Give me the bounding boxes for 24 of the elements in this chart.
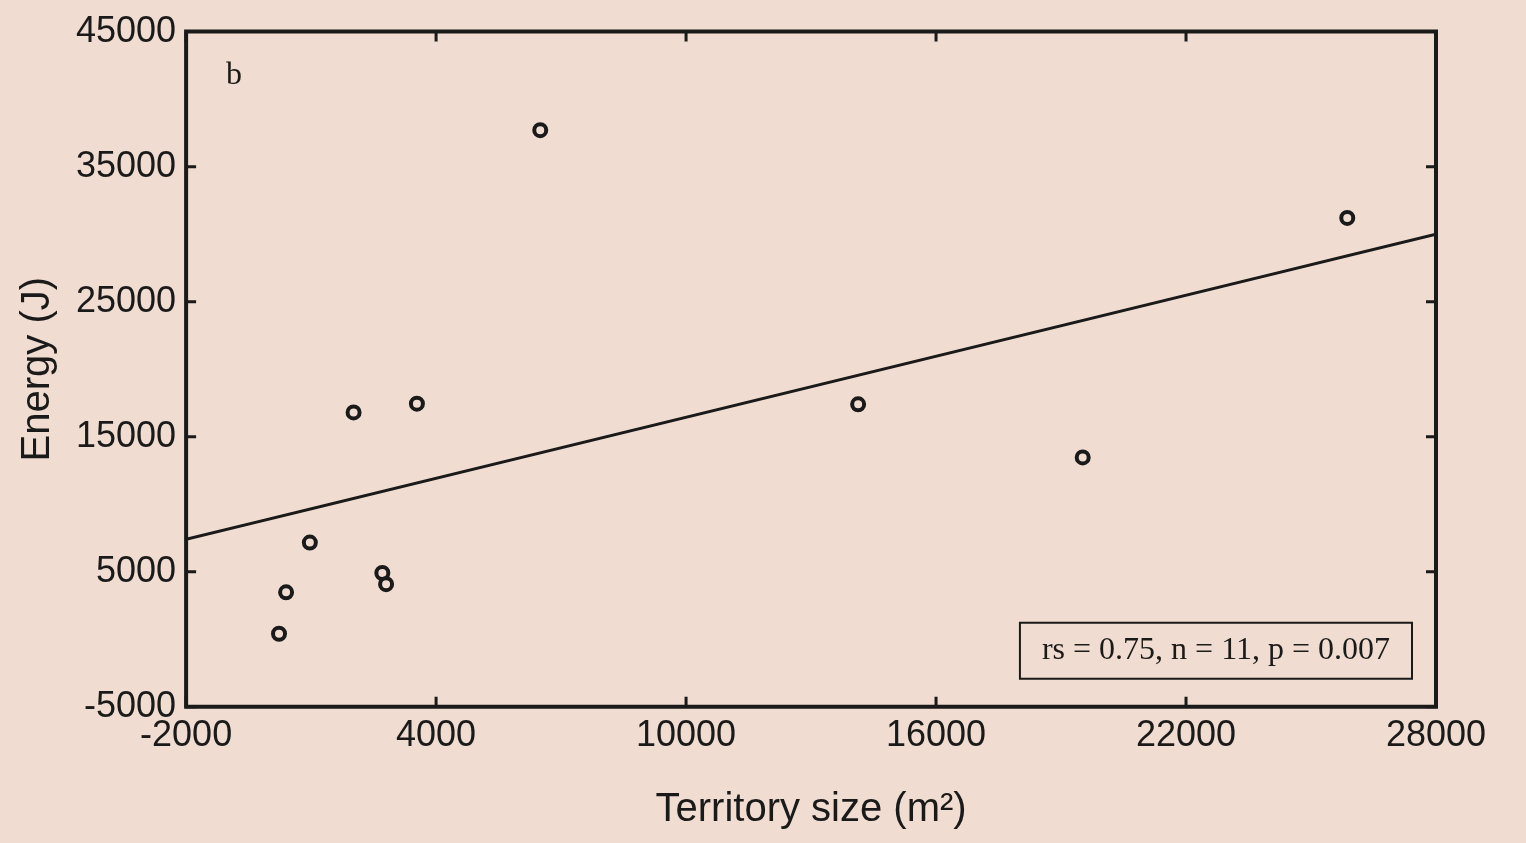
point — [532, 122, 549, 139]
point — [1339, 209, 1356, 226]
x-tick-label: 4000 — [396, 713, 477, 755]
annotation: rs = 0.75, n = 11, p = 0.007 — [1041, 630, 1390, 667]
y-tick-label: 35000 — [76, 143, 177, 185]
y-tick-label: 45000 — [76, 8, 177, 50]
annotation: b — [226, 55, 243, 92]
point — [1074, 449, 1091, 466]
x-tick-label: 10000 — [636, 713, 737, 755]
y-axis-title: Energy (J) — [13, 276, 58, 462]
y-tick-label: 5000 — [96, 548, 177, 590]
point — [850, 396, 867, 413]
point — [271, 625, 288, 642]
x-tick-label: 16000 — [885, 713, 987, 755]
x-axis-title: Territory size (m²) — [655, 785, 967, 830]
point — [301, 534, 318, 551]
x-tick-label: 28000 — [1385, 713, 1487, 755]
y-tick-label: 15000 — [76, 413, 177, 455]
point — [378, 576, 395, 593]
point — [408, 395, 425, 412]
x-tick-label: 22000 — [1135, 713, 1237, 755]
point — [278, 584, 295, 601]
y-tick-label: 25000 — [76, 278, 177, 320]
point — [345, 404, 362, 421]
